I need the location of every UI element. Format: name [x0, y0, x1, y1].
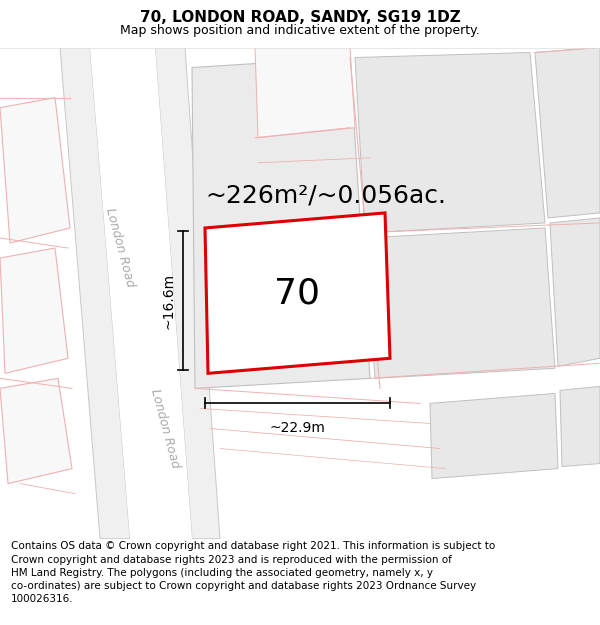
Polygon shape	[205, 213, 390, 373]
Polygon shape	[560, 386, 600, 467]
Polygon shape	[0, 378, 72, 484]
Text: ~16.6m: ~16.6m	[161, 272, 175, 329]
Polygon shape	[0, 98, 70, 243]
Polygon shape	[430, 393, 558, 479]
Text: London Road: London Road	[148, 388, 182, 469]
Polygon shape	[155, 48, 220, 539]
Text: London Road: London Road	[103, 207, 137, 289]
Polygon shape	[355, 52, 545, 233]
Polygon shape	[90, 48, 192, 539]
Text: Contains OS data © Crown copyright and database right 2021. This information is : Contains OS data © Crown copyright and d…	[11, 541, 495, 604]
Text: ~226m²/~0.056ac.: ~226m²/~0.056ac.	[205, 184, 446, 208]
Text: Map shows position and indicative extent of the property.: Map shows position and indicative extent…	[120, 24, 480, 37]
Polygon shape	[0, 248, 68, 373]
Polygon shape	[255, 48, 355, 138]
Text: 70, LONDON ROAD, SANDY, SG19 1DZ: 70, LONDON ROAD, SANDY, SG19 1DZ	[140, 11, 460, 26]
Polygon shape	[365, 228, 555, 378]
Polygon shape	[60, 48, 130, 539]
Polygon shape	[535, 48, 600, 218]
Text: 70: 70	[274, 276, 320, 310]
Polygon shape	[192, 58, 370, 388]
Text: ~22.9m: ~22.9m	[269, 421, 325, 436]
Polygon shape	[550, 218, 600, 366]
